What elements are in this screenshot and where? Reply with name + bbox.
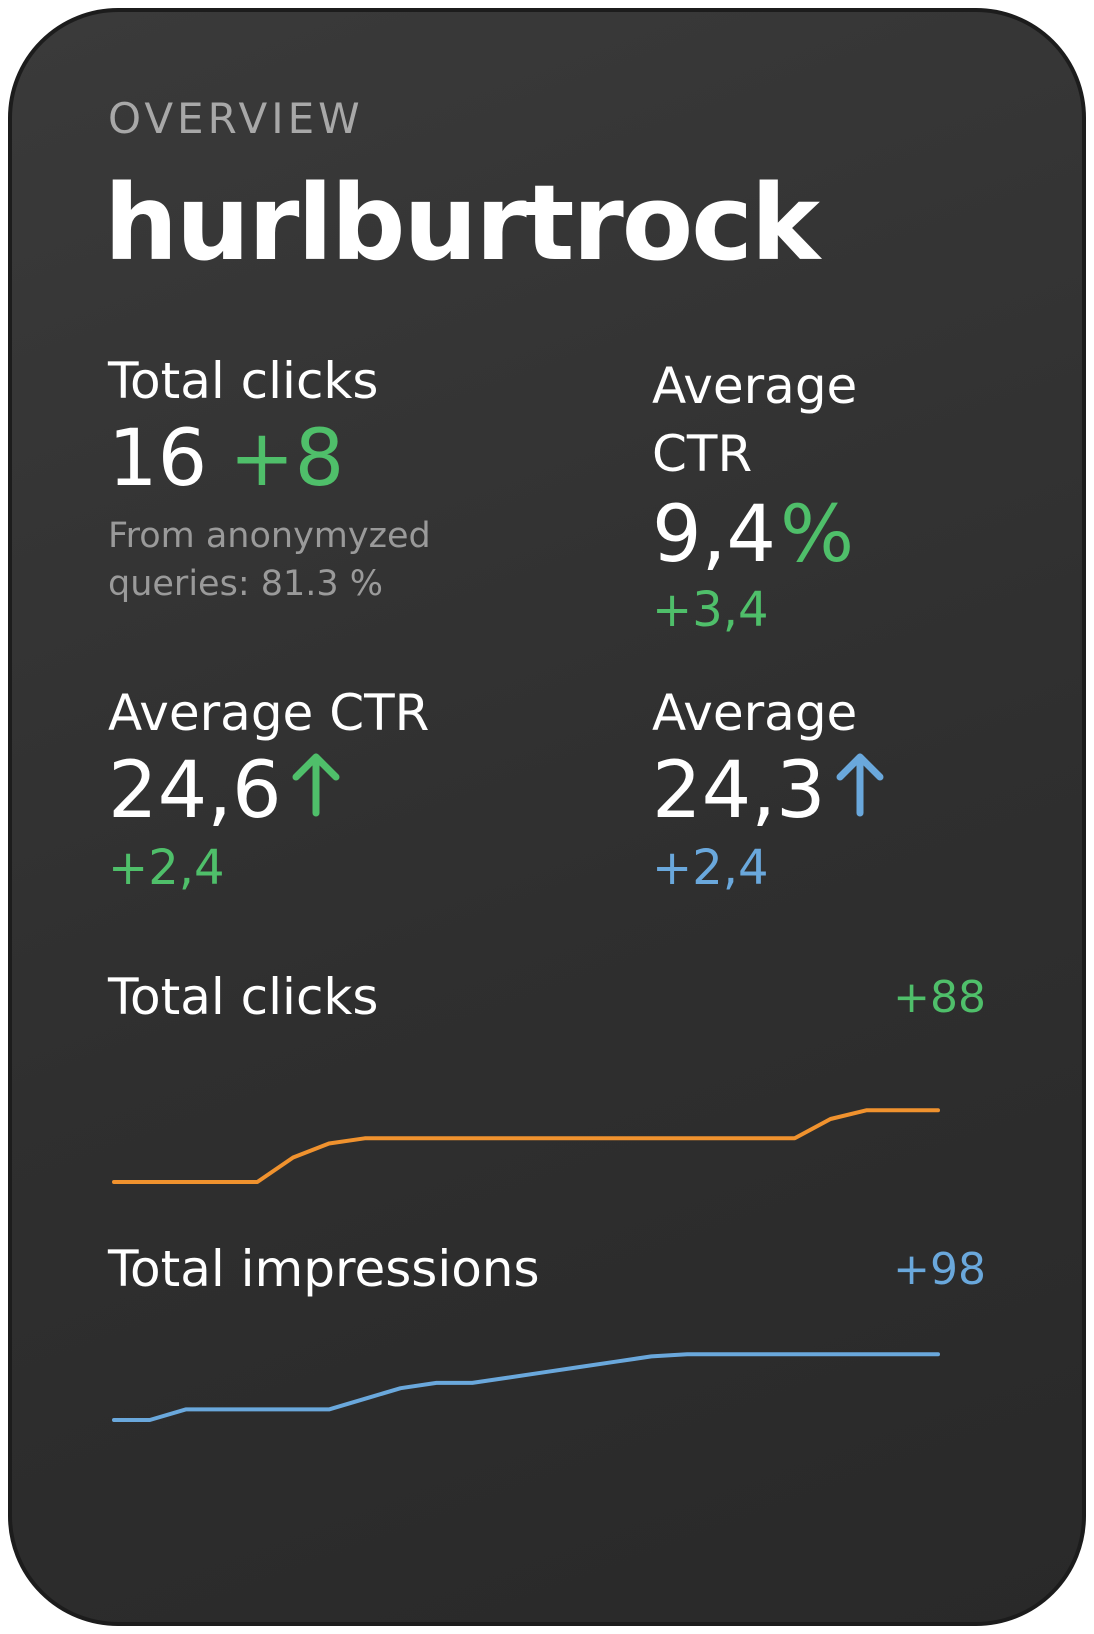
series-line: [112, 1108, 940, 1184]
chart-title-clicks: Total clicks: [108, 968, 379, 1026]
stat-value-row: 9,4 %: [652, 490, 857, 580]
stat-delta: +2,4: [652, 840, 769, 896]
overview-label: OVERVIEW: [108, 94, 364, 143]
stat-value: 16: [108, 414, 208, 504]
series-line: [112, 1352, 940, 1422]
stat-label-line-2: CTR: [652, 425, 753, 483]
stat-average[interactable]: Average 24,3 +2,4: [652, 684, 886, 896]
stat-value: 9,4: [652, 490, 777, 580]
stat-average-ctr[interactable]: Average CTR 24,6 +2,4: [108, 684, 429, 896]
up-arrow-icon: [290, 746, 342, 836]
overview-card: OVERVIEW hurlburtrock Total clicks 16 +8…: [8, 8, 1086, 1626]
stat-delta: +3,4: [652, 582, 769, 638]
stat-value-row: 24,6: [108, 746, 429, 836]
stat-unit: %: [780, 490, 855, 580]
stat-label: Total clicks: [108, 352, 379, 410]
stat-delta: +2,4: [108, 840, 225, 896]
stat-note-line-2: queries: 81.3 %: [108, 564, 384, 604]
stat-value-row: 24,3: [652, 746, 886, 836]
chart-delta-impressions: +98: [893, 1244, 986, 1295]
stat-delta: +8: [229, 414, 345, 504]
stat-label: Average CTR: [108, 684, 430, 742]
impressions-line-chart: [112, 1352, 940, 1422]
stat-label-line-1: Average: [652, 357, 858, 415]
stat-note: From anonymyzed queries: 81.3 %: [108, 512, 431, 608]
chart-delta-clicks: +88: [893, 972, 986, 1023]
up-arrow-icon: [834, 746, 886, 836]
stat-total-clicks[interactable]: Total clicks 16 +8 From anonymyzed queri…: [108, 352, 431, 608]
stat-average-ctr-top[interactable]: Average CTR 9,4 % +3,4: [652, 352, 857, 638]
clicks-line-chart: [112, 1108, 940, 1184]
site-name: hurlburtrock: [104, 162, 820, 284]
stat-note-line-1: From anonymyzed: [108, 516, 431, 556]
stat-value: 24,6: [108, 746, 282, 836]
stat-value: 24,3: [652, 746, 826, 836]
stat-value-row: 16 +8: [108, 414, 431, 504]
stat-label: Average: [652, 684, 858, 742]
stat-label: Average CTR: [652, 352, 857, 488]
chart-title-impressions: Total impressions: [108, 1240, 540, 1298]
